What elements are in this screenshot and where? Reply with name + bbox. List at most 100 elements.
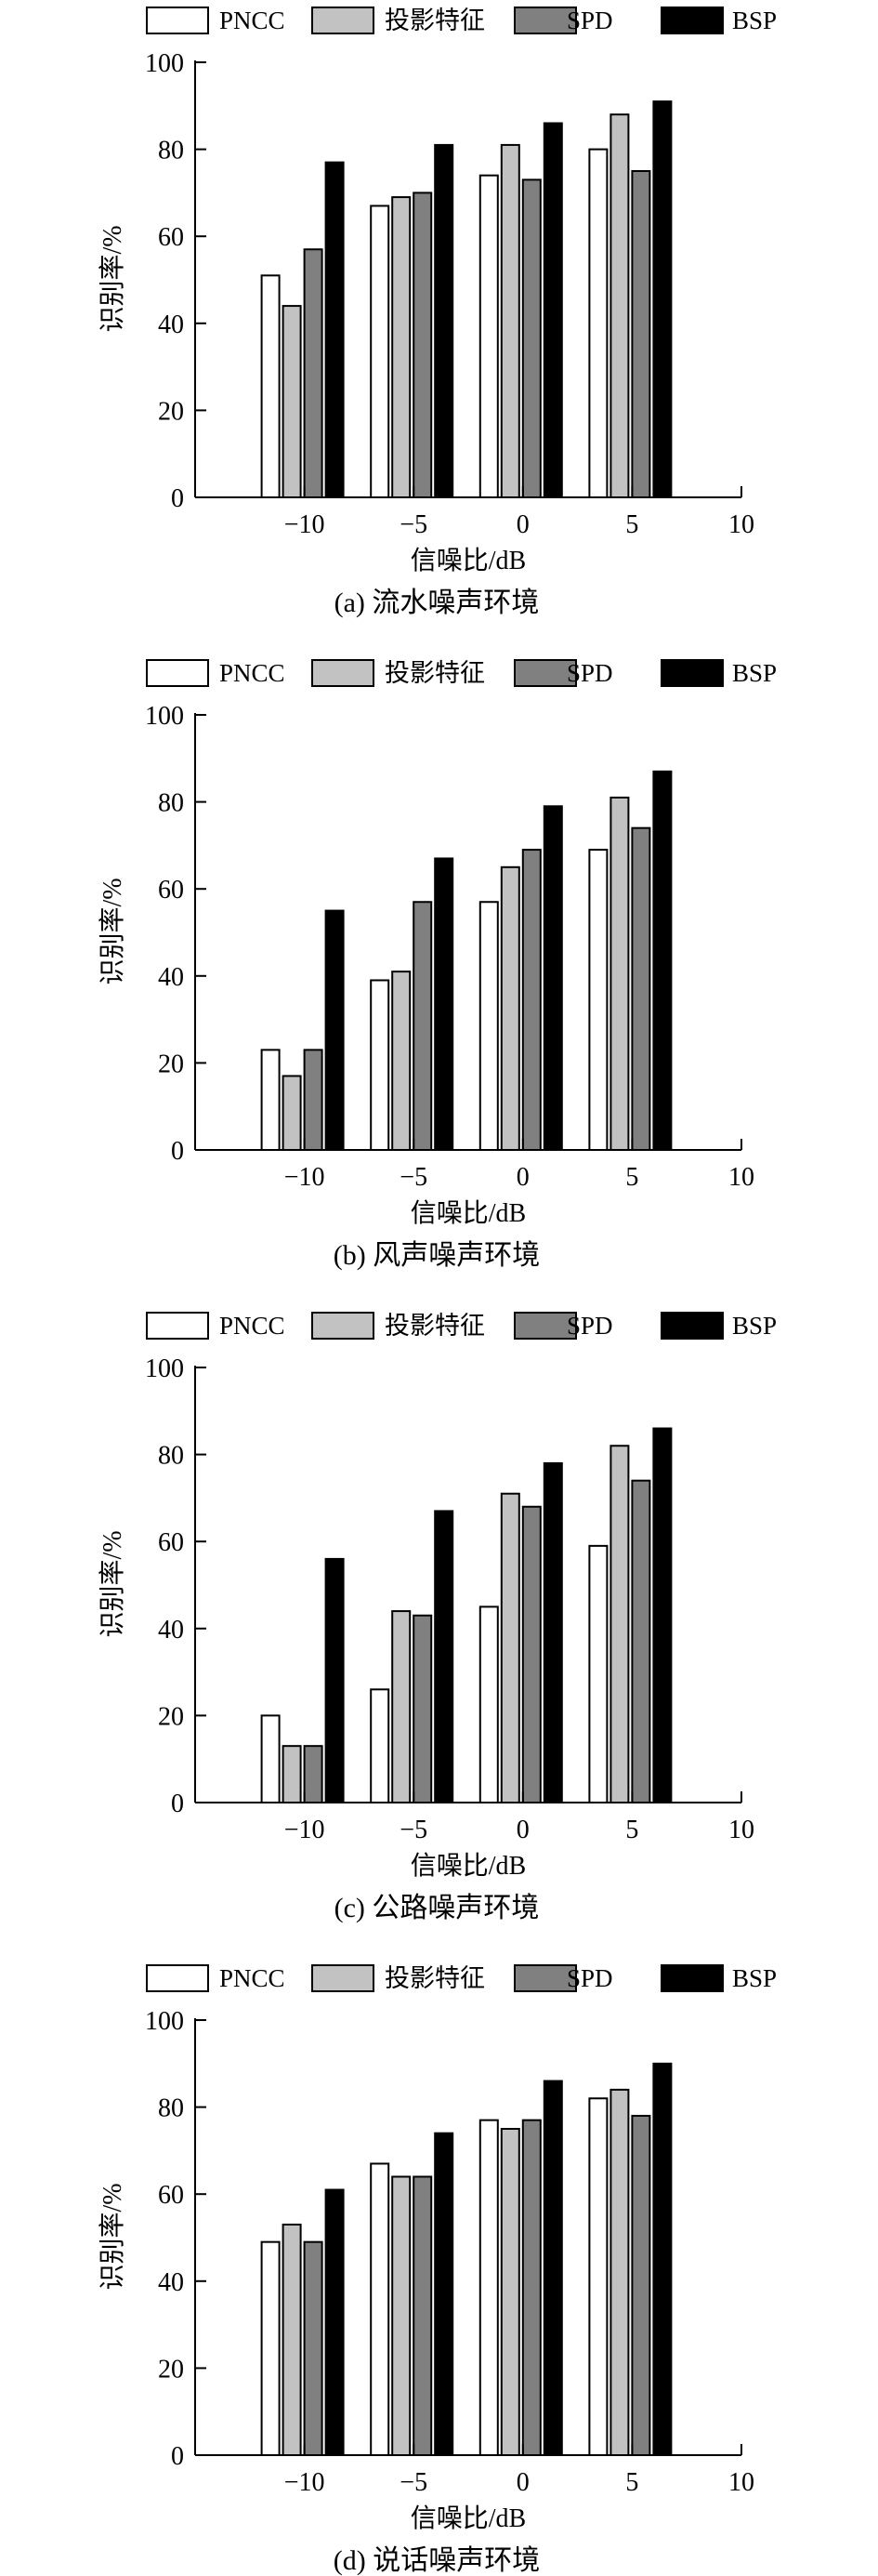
bar-4-1 <box>588 849 609 1152</box>
legend-swatch-4 <box>661 1964 724 1992</box>
y-tick-label: 20 <box>158 397 184 426</box>
bar-1-4 <box>324 2188 345 2457</box>
y-tick-label: 60 <box>158 1528 184 1557</box>
bar-4-1 <box>588 1544 609 1803</box>
x-tick-label: −10 <box>284 1816 325 1844</box>
bar-1-2 <box>282 305 302 498</box>
bar-1-1 <box>260 1049 281 1151</box>
x-axis-label: 信噪比/dB <box>411 1198 526 1228</box>
y-tick-label: 80 <box>158 2094 184 2123</box>
x-axis-label: 信噪比/dB <box>411 1851 526 1881</box>
x-axis-label: 信噪比/dB <box>411 2503 526 2533</box>
legend-label-4: BSP <box>732 7 777 34</box>
chart-panel-4: PNCC 投影特征 SPD BSP 0 20 40 60 80 100 −10 −5 0 5 10 信噪比/d… <box>98 1964 777 2576</box>
y-tick-label: 20 <box>158 1702 184 1731</box>
legend-label-1: PNCC <box>219 7 285 34</box>
bars <box>260 2062 673 2457</box>
y-tick-label: 100 <box>145 2007 184 2036</box>
bar-3-4 <box>543 805 563 1152</box>
bar-1-4 <box>324 909 345 1151</box>
bar-1-3 <box>303 248 323 498</box>
bar-4-2 <box>609 796 630 1151</box>
bar-3-4 <box>543 2080 563 2457</box>
y-tick-label: 0 <box>171 484 184 513</box>
bar-2-3 <box>413 2175 433 2456</box>
bars <box>260 100 673 499</box>
bar-2-2 <box>391 2175 412 2456</box>
legend-label-4: BSP <box>732 1312 777 1340</box>
x-axis-label: 信噪比/dB <box>411 546 526 575</box>
x-tick-label: 10 <box>728 1816 754 1844</box>
bar-4-4 <box>652 1427 673 1804</box>
bar-2-3 <box>413 901 433 1151</box>
bars <box>260 770 673 1152</box>
x-tick-label: −5 <box>400 2468 427 2497</box>
y-tick-label: 100 <box>145 1354 184 1383</box>
bar-2-1 <box>370 205 390 498</box>
panel-caption: (c) 公路噪声环境 <box>334 1893 540 1923</box>
bar-1-1 <box>260 2240 281 2456</box>
bar-4-1 <box>588 148 609 498</box>
x-tick-label: −5 <box>400 1163 427 1192</box>
legend-label-4: BSP <box>732 1964 777 1992</box>
chart-panel-3: PNCC 投影特征 SPD BSP 0 20 40 60 80 100 −10 −5 0 5 10 信噪比/d… <box>98 1312 777 1923</box>
y-axis-label: 识别率/% <box>98 2183 127 2290</box>
bar-2-2 <box>391 196 412 499</box>
x-tick-label: 10 <box>728 2468 754 2497</box>
y-tick-label: 80 <box>158 137 184 165</box>
legend-swatch-3 <box>514 1964 577 1992</box>
y-tick-label: 60 <box>158 876 184 905</box>
y-tick-label: 80 <box>158 789 184 818</box>
legend-swatch-1 <box>146 7 209 34</box>
x-tick-label: −10 <box>284 1163 325 1192</box>
bar-3-3 <box>521 1505 542 1803</box>
legend-label-3: SPD <box>567 659 613 687</box>
x-tick-label: −5 <box>400 1816 427 1844</box>
x-tick-label: 5 <box>625 510 638 539</box>
legend-swatch-4 <box>661 1312 724 1340</box>
legend-label-3: SPD <box>567 1964 613 1992</box>
legend-swatch-3 <box>514 1312 577 1340</box>
bars <box>260 1427 673 1804</box>
bar-1-3 <box>303 1745 323 1804</box>
chart-panel-2: PNCC 投影特征 SPD BSP 0 20 40 60 80 100 −10 −5 0 5 10 信噪比/d… <box>98 659 777 1271</box>
y-tick-label: 40 <box>158 310 184 339</box>
legend-label-2: 投影特征 <box>385 1312 485 1340</box>
y-axis-label: 识别率/% <box>98 225 127 332</box>
legend-label-4: BSP <box>732 659 777 687</box>
y-tick-label: 0 <box>171 2442 184 2471</box>
bar-4-4 <box>652 770 673 1152</box>
y-tick-label: 20 <box>158 2355 184 2384</box>
legend: PNCC 投影特征 SPD BSP <box>146 1312 777 1340</box>
legend-swatch-2 <box>311 659 374 687</box>
bar-2-4 <box>434 2132 454 2456</box>
x-tick-label: 0 <box>517 510 530 539</box>
bar-3-3 <box>521 849 542 1152</box>
bar-3-2 <box>500 1492 520 1803</box>
bar-3-3 <box>521 178 542 499</box>
x-tick-label: 0 <box>517 1816 530 1844</box>
x-tick-label: 10 <box>728 1163 754 1192</box>
y-tick-label: 0 <box>171 1790 184 1818</box>
bar-4-1 <box>588 2097 609 2456</box>
y-tick-label: 100 <box>145 49 184 78</box>
bar-1-2 <box>282 1745 302 1804</box>
legend: PNCC 投影特征 SPD BSP <box>146 659 777 687</box>
legend-label-2: 投影特征 <box>385 1964 485 1992</box>
legend-label-1: PNCC <box>219 659 285 687</box>
panel-caption: (b) 风声噪声环境 <box>334 1240 540 1271</box>
bar-1-1 <box>260 274 281 498</box>
bar-4-3 <box>631 1479 651 1804</box>
bar-3-2 <box>500 143 520 498</box>
x-tick-label: 5 <box>625 2468 638 2497</box>
x-tick-label: 0 <box>517 2468 530 2497</box>
bar-4-2 <box>609 113 630 498</box>
legend-label-2: 投影特征 <box>385 659 485 687</box>
legend-swatch-3 <box>514 659 577 687</box>
y-tick-label: 20 <box>158 1050 184 1078</box>
panel-caption: (d) 说话噪声环境 <box>334 2545 540 2576</box>
y-tick-label: 40 <box>158 2268 184 2297</box>
legend-swatch-2 <box>311 7 374 34</box>
bar-2-1 <box>370 1688 390 1803</box>
legend: PNCC 投影特征 SPD BSP <box>146 1964 777 1992</box>
